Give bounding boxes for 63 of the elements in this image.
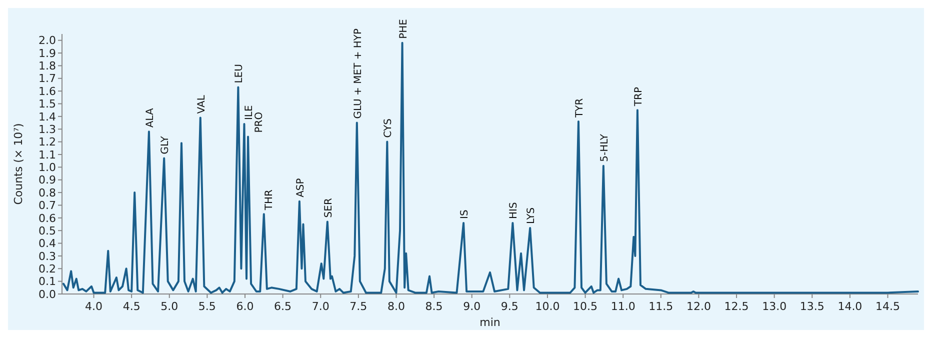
y-tick-label: 0.3 (38, 250, 56, 263)
x-tick-label: 13.0 (762, 300, 787, 313)
annotation: PHE (398, 19, 410, 39)
y-tick-label: 1.7 (38, 72, 56, 86)
y-tick-label: 1.8 (38, 60, 56, 73)
y-tick-label: 1.0 (38, 161, 56, 174)
y-tick-label: 0.4 (38, 237, 56, 250)
x-tick-label: 5.0 (160, 300, 178, 313)
annotation: LYS (526, 207, 538, 224)
y-tick-label: 1.2 (38, 136, 56, 149)
x-tick-label: 9.5 (500, 300, 518, 313)
y-tick-label: 0.9 (38, 174, 56, 187)
y-tick-label: 1.6 (38, 84, 56, 98)
x-tick-label: 10.5 (573, 300, 598, 313)
y-tick-label: 0.8 (38, 186, 56, 200)
x-tick-label: 5.5 (198, 300, 216, 313)
y-tick-label: 1.3 (38, 122, 56, 136)
annotation: TYR (574, 98, 586, 119)
annotation: ALA (144, 108, 156, 128)
annotation: TRP (633, 87, 644, 108)
annotation: CYS (383, 118, 394, 138)
annotation: SER (323, 198, 334, 218)
y-tick-label: 1.1 (38, 148, 56, 162)
annotation: HIS (508, 202, 520, 219)
x-tick-label: 14.0 (838, 300, 862, 313)
x-tick-label: 7.0 (312, 300, 330, 313)
y-tick-label: 0.0 (38, 288, 56, 301)
x-tick-label: 6.0 (236, 300, 254, 313)
annotation: ILE (244, 105, 256, 120)
y-tick-label: 0.2 (38, 262, 56, 276)
x-tick-label: 10.0 (535, 300, 560, 313)
x-tick-label: 8.5 (425, 300, 443, 313)
y-axis-title: Counts (× 10⁷) (12, 123, 25, 205)
y-tick-label: 0.6 (38, 212, 56, 225)
annotation: GLU + MET + HYP (352, 28, 364, 119)
x-tick-label: 6.5 (274, 300, 292, 313)
x-tick-label: 14.5 (876, 300, 900, 313)
annotation: IS (460, 210, 471, 219)
x-tick-label: 12.0 (686, 300, 711, 313)
x-tick-label: 12.5 (724, 300, 749, 313)
annotation: 5-HLY (599, 133, 610, 162)
y-tick-label: 2.0 (38, 34, 56, 48)
x-tick-label: 7.5 (350, 300, 368, 313)
x-tick-label: 13.5 (800, 300, 824, 313)
x-tick-label: 11.0 (610, 300, 636, 313)
y-tick-label: 1.9 (38, 46, 56, 60)
y-tick-label: 0.5 (38, 224, 56, 238)
annotation: VAL (196, 94, 208, 114)
x-tick-label: 8.0 (387, 300, 405, 313)
y-tick-label: 0.1 (38, 275, 56, 288)
annotation: GLY (160, 135, 172, 154)
x-tick-label: 4.0 (85, 300, 103, 313)
y-tick-label: 1.5 (38, 98, 56, 111)
annotation: PRO (254, 112, 266, 133)
annotation: THR (264, 189, 276, 212)
x-tick-label: 4.5 (122, 300, 140, 313)
y-tick-label: 1.4 (38, 110, 56, 124)
x-tick-label: 9.0 (463, 300, 481, 313)
x-axis-title: min (480, 316, 500, 329)
x-tick-label: 11.5 (648, 300, 674, 313)
annotation: LEU (234, 64, 246, 84)
annotation: ASP (295, 178, 306, 198)
y-tick-label: 0.7 (38, 199, 56, 212)
